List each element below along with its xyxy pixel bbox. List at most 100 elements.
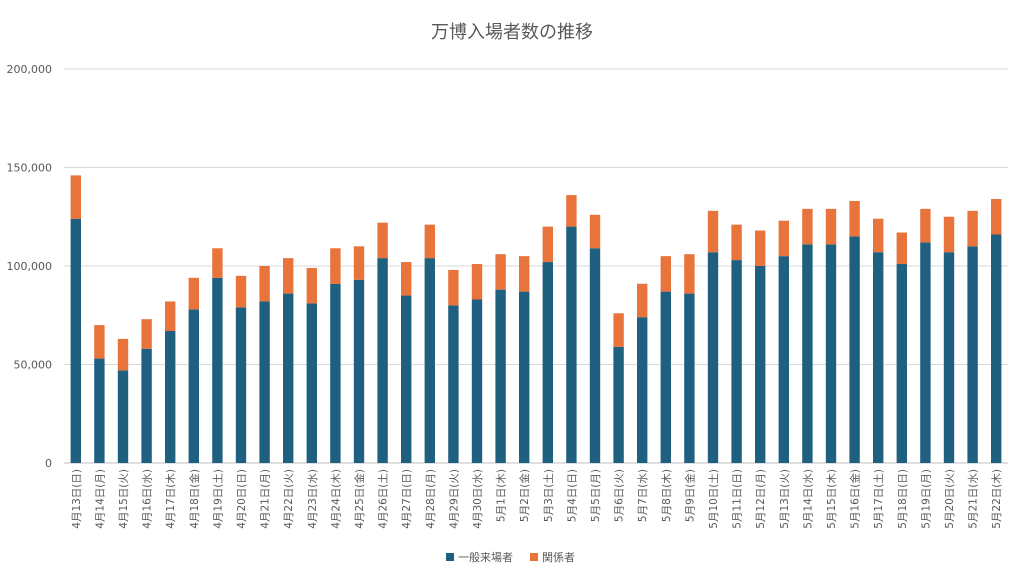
x-tick-label: 5月14日(水) <box>802 469 814 529</box>
x-tick-label: 5月18日(日) <box>897 469 909 529</box>
bar-general-visitors <box>448 305 459 463</box>
bar-staff <box>212 248 223 278</box>
x-tick-label: 4月29日(火) <box>448 469 460 529</box>
bar-general-visitors <box>825 244 837 463</box>
bar-staff <box>235 275 247 308</box>
x-tick-label: 5月7日(水) <box>637 469 649 522</box>
bar-staff <box>542 226 553 263</box>
x-tick-label: 4月26日(土) <box>377 469 390 529</box>
bar-staff <box>755 230 766 266</box>
bar-general-visitors <box>283 293 294 463</box>
legend-swatch-general <box>446 553 454 561</box>
bar-staff <box>778 220 789 257</box>
x-tick-label: 5月15日(木) <box>826 469 838 529</box>
x-tick-label: 5月17日(土) <box>872 469 885 529</box>
bar-general-visitors <box>94 358 105 463</box>
bar-staff <box>967 210 978 247</box>
bar-staff <box>660 256 671 292</box>
x-tick-label: 4月28日(月) <box>425 469 437 529</box>
x-tick-label: 5月6日(火) <box>614 469 626 522</box>
y-tick-label: 100,000 <box>7 260 53 273</box>
bar-staff <box>589 214 601 249</box>
x-tick-label: 4月21日(月) <box>260 469 272 529</box>
y-tick-label: 150,000 <box>7 162 53 175</box>
chart-title: 万博入場者数の推移 <box>431 22 593 43</box>
bar-staff <box>731 224 742 261</box>
bar-staff <box>849 200 860 237</box>
bar-staff <box>330 248 341 284</box>
x-tick-label: 4月23日(水) <box>307 469 319 529</box>
y-tick-label: 50,000 <box>14 359 53 372</box>
x-tick-label: 4月27日(日) <box>401 469 413 529</box>
x-tick-label: 4月18日(金) <box>188 469 201 529</box>
bar-staff <box>141 319 152 349</box>
x-tick-label: 5月2日(金) <box>518 469 531 522</box>
x-tick-label: 5月4日(日) <box>566 469 578 522</box>
bar-general-visitors <box>660 291 671 463</box>
x-tick-label: 4月13日(日) <box>71 469 83 529</box>
x-tick-label: 5月22日(木) <box>991 469 1003 529</box>
bar-general-visitors <box>920 242 931 463</box>
x-tick-label: 4月30日(水) <box>472 469 484 529</box>
x-tick-label: 5月5日(月) <box>590 469 602 522</box>
bar-staff <box>448 269 459 306</box>
bar-staff <box>920 208 931 243</box>
bar-general-visitors <box>849 236 860 463</box>
x-tick-label: 4月17日(木) <box>165 469 177 529</box>
x-tick-label: 5月10日(土) <box>707 469 720 529</box>
bar-staff <box>707 210 719 253</box>
bar-general-visitors <box>802 244 813 463</box>
x-tick-label: 5月21日(水) <box>968 469 980 529</box>
bar-staff <box>471 264 483 300</box>
bar-general-visitors <box>141 348 152 463</box>
x-tick-label: 4月25日(金) <box>353 469 366 529</box>
bar-staff <box>259 266 270 302</box>
bar-staff <box>401 262 412 296</box>
bar-general-visitors <box>707 252 719 463</box>
bar-staff <box>70 175 81 219</box>
x-tick-label: 5月16日(金) <box>849 469 862 529</box>
bar-general-visitors <box>755 266 766 463</box>
bar-staff <box>943 216 955 253</box>
bar-staff <box>306 267 317 304</box>
bar-general-visitors <box>306 303 317 463</box>
bar-staff <box>991 199 1002 235</box>
x-tick-label: 4月20日(日) <box>236 469 248 529</box>
bar-general-visitors <box>896 264 907 463</box>
bar-general-visitors <box>188 309 199 463</box>
bar-staff <box>424 224 435 259</box>
bar-general-visitors <box>330 283 341 463</box>
bar-staff <box>495 254 506 290</box>
bar-general-visitors <box>566 226 577 463</box>
bar-general-visitors <box>778 256 789 463</box>
bar-staff <box>566 195 577 227</box>
legend-swatch-staff <box>530 553 538 561</box>
x-tick-label: 4月19日(土) <box>211 469 224 529</box>
x-tick-label: 5月8日(木) <box>661 469 673 522</box>
bar-staff <box>519 256 530 292</box>
bar-general-visitors <box>731 260 742 463</box>
x-tick-label: 4月16日(水) <box>142 469 154 529</box>
bar-general-visitors <box>401 295 412 463</box>
bar-staff <box>117 338 129 371</box>
bar-general-visitors <box>424 258 435 463</box>
bar-staff <box>684 254 695 294</box>
y-tick-label: 0 <box>45 457 52 470</box>
x-tick-label: 4月15日(火) <box>118 469 130 529</box>
bar-general-visitors <box>684 293 695 463</box>
bar-staff <box>613 313 624 347</box>
bar-staff <box>353 246 365 280</box>
x-tick-label: 5月12日(月) <box>755 469 767 529</box>
bar-general-visitors <box>259 301 270 463</box>
x-tick-label: 5月19日(月) <box>920 469 932 529</box>
bar-general-visitors <box>873 252 884 463</box>
bar-staff <box>896 232 907 265</box>
x-tick-label: 5月11日(日) <box>732 469 744 529</box>
bar-staff <box>94 325 105 359</box>
bar-general-visitors <box>70 218 81 463</box>
bar-staff <box>165 301 176 332</box>
bar-general-visitors <box>991 234 1002 463</box>
x-tick-label: 5月9日(金) <box>683 469 696 522</box>
